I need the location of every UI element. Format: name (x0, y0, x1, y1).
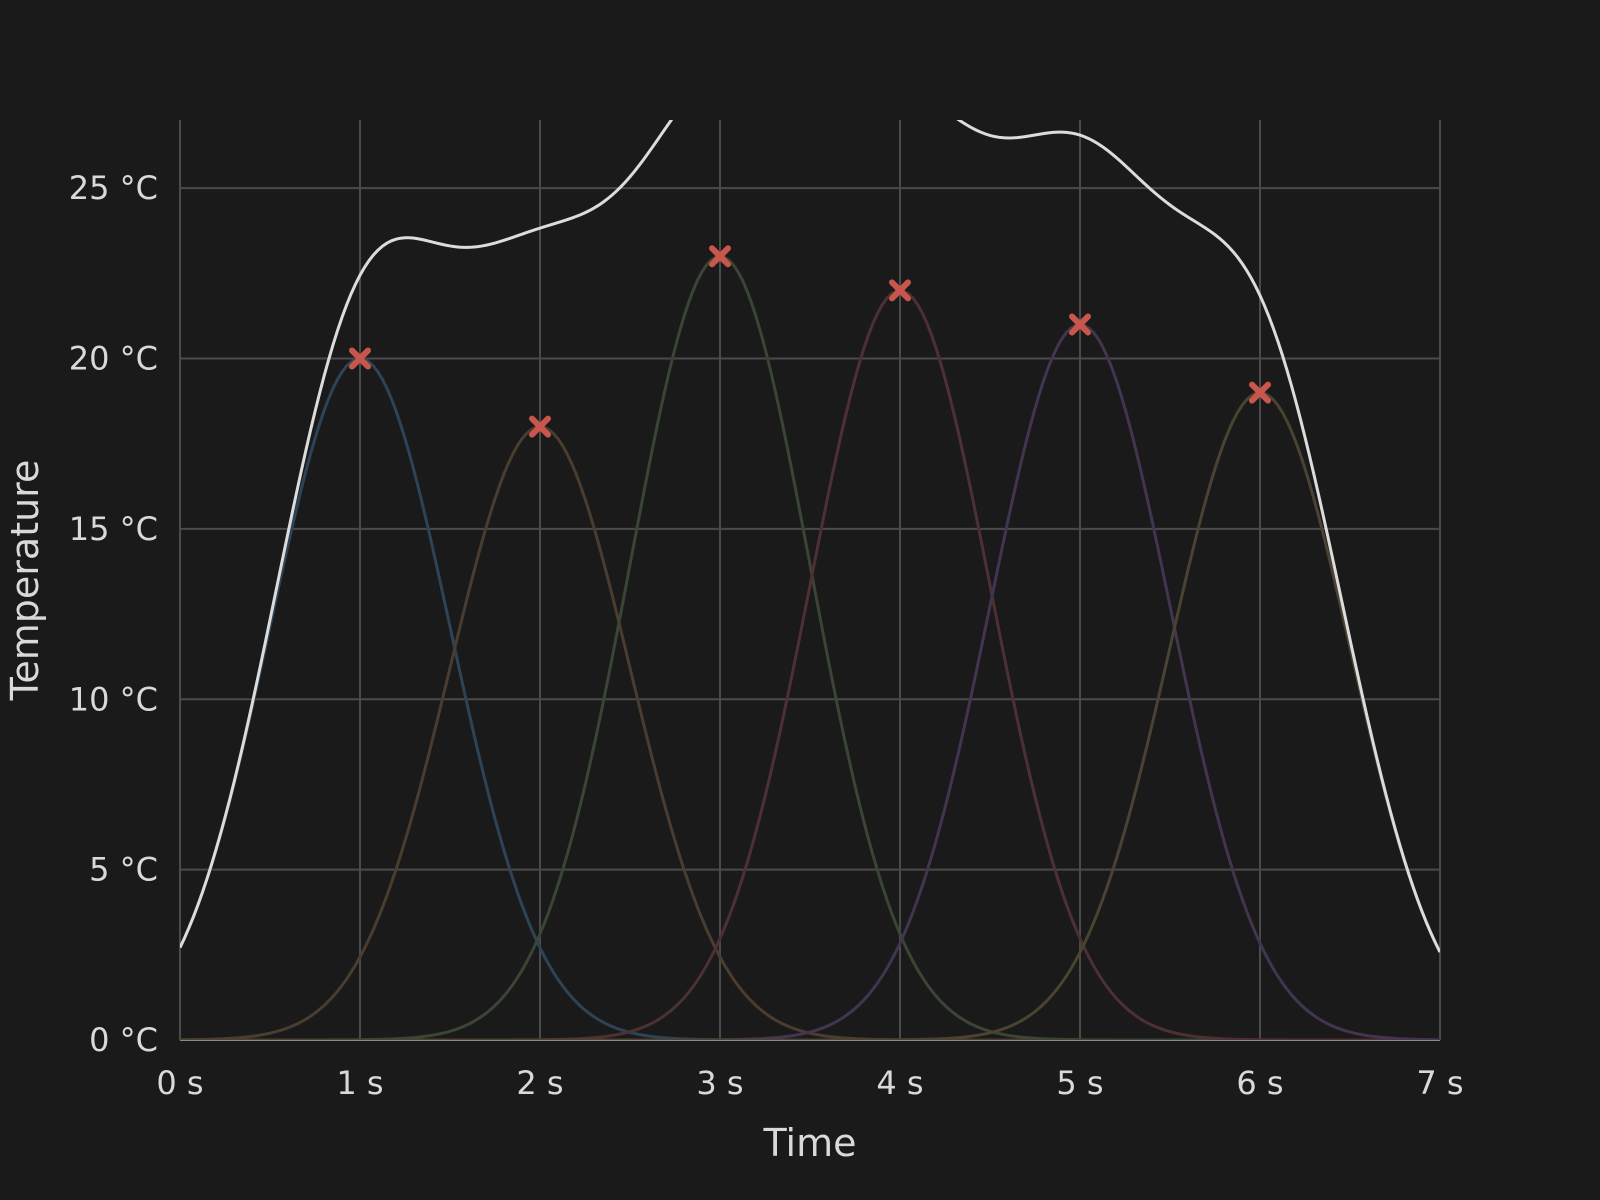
peak-markers (349, 245, 1271, 438)
x-tick-label-3: 3 s (696, 1064, 743, 1102)
peak-marker-1 (529, 415, 551, 438)
y-tick-label-3: 15 °C (69, 510, 158, 548)
peak-marker-0 (349, 347, 371, 370)
curves (180, 120, 1440, 1040)
x-axis-title: Time (763, 1121, 857, 1165)
peak-marker-3 (889, 279, 911, 302)
x-tick-label-6: 6 s (1236, 1064, 1283, 1102)
peak-marker-5 (1249, 381, 1271, 404)
x-tick-label-5: 5 s (1056, 1064, 1103, 1102)
series-line-5 (180, 391, 1440, 1040)
x-tick-label-4: 4 s (876, 1064, 923, 1102)
x-tick-label-1: 1 s (336, 1064, 383, 1102)
x-tick-label-2: 2 s (516, 1064, 563, 1102)
series-line-4 (180, 322, 1440, 1040)
tick-labels: 0 s 1 s 2 s 3 s 4 s 5 s 6 s 7 s 0 °C 5 °C 10 °C 15 … (69, 169, 1464, 1102)
x-tick-label-7: 7 s (1416, 1064, 1463, 1102)
grid (179, 120, 1441, 1041)
peak-marker-4 (1069, 313, 1091, 336)
y-axis-title: Temperature (3, 460, 47, 702)
y-tick-label-0: 0 °C (89, 1021, 158, 1059)
series-line-3 (180, 288, 1440, 1040)
y-tick-label-5: 25 °C (69, 169, 158, 207)
y-tick-label-1: 5 °C (89, 851, 158, 889)
series-line-1 (180, 425, 1440, 1040)
x-tick-label-0: 0 s (156, 1064, 203, 1102)
peak-marker-2 (709, 245, 731, 268)
y-tick-label-4: 20 °C (69, 340, 158, 378)
sum-line (180, 120, 1440, 953)
y-tick-label-2: 10 °C (69, 680, 158, 718)
series-line-0 (180, 356, 1440, 1040)
